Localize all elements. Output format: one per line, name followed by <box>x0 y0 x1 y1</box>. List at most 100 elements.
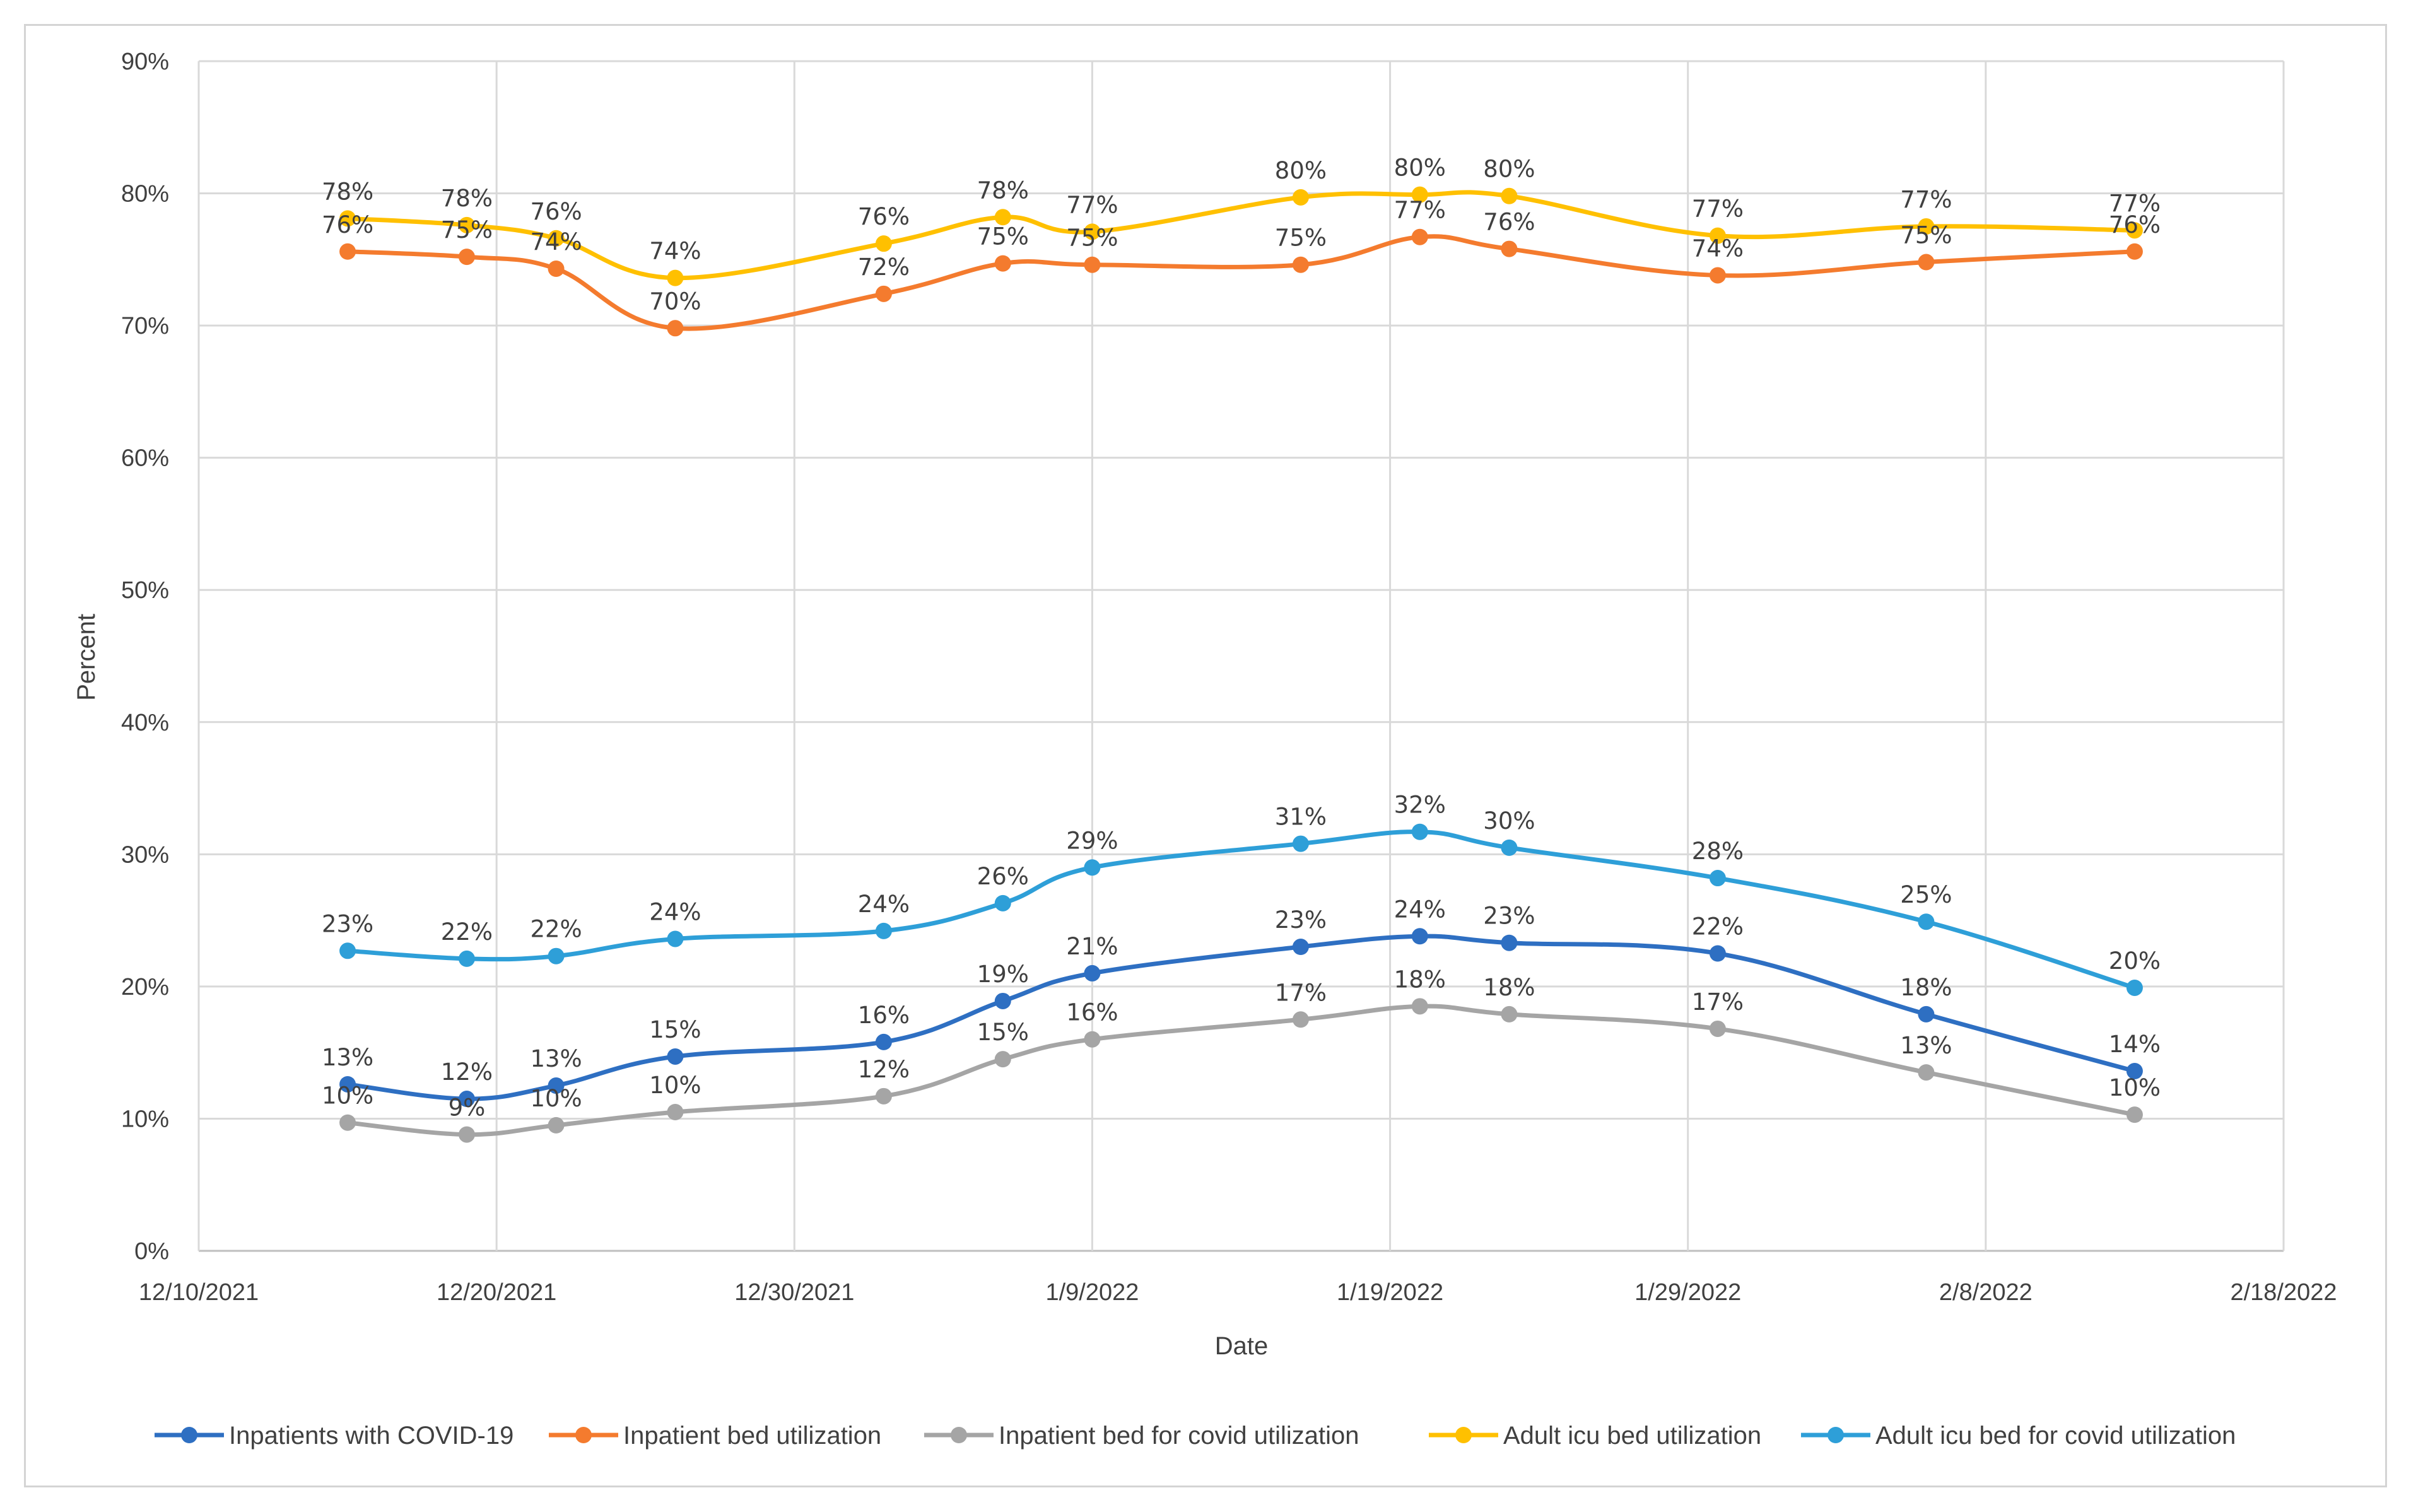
data-label: 74% <box>1692 235 1744 262</box>
y-tick-label: 50% <box>121 577 169 604</box>
data-point <box>1501 187 1518 204</box>
legend-swatch-marker <box>181 1427 197 1443</box>
data-point <box>1084 1031 1101 1048</box>
labels-inpatients-with-covid-19: 13% 12% 13% 15% 16% 19% 21% 23% 24% 23% 22% 18% 14% <box>322 896 2161 1086</box>
labels-adult-icu-bed-for-covid-utilization: 23% 22% 22% 24% 24% 26% 29% 31% 32% 30% 28% 25% 20% <box>322 792 2161 975</box>
data-label: 75% <box>1900 222 1952 249</box>
data-label: 21% <box>1066 933 1118 960</box>
data-point <box>339 243 356 260</box>
y-tick-label: 10% <box>121 1106 169 1132</box>
series-adult-icu-bed-utilization <box>339 186 2143 286</box>
data-label: 24% <box>649 898 701 925</box>
data-label: 32% <box>1394 792 1446 819</box>
x-tick-label: 2/8/2022 <box>1939 1279 2033 1306</box>
data-label: 31% <box>1275 804 1327 831</box>
series-line <box>345 1004 2137 1137</box>
data-point <box>1084 256 1101 273</box>
data-point <box>458 950 475 967</box>
data-point <box>667 1048 684 1065</box>
data-label: 75% <box>1275 225 1327 252</box>
data-labels: 13% 12% 13% 15% 16% 19% 21% 23% 24% 23% 22% 18% 14% 7… <box>322 155 2161 1122</box>
data-label: 74% <box>530 228 582 255</box>
data-label: 16% <box>858 1002 910 1029</box>
legend: Inpatients with COVID-19 Inpatient bed ut… <box>155 1422 2236 1450</box>
data-point <box>875 1087 892 1105</box>
y-tick-label: 0% <box>134 1238 169 1265</box>
data-point <box>875 922 892 939</box>
data-point <box>1709 267 1726 284</box>
data-point <box>1411 228 1428 245</box>
data-point <box>548 230 565 247</box>
data-label: 76% <box>1483 209 1535 236</box>
data-label: 76% <box>858 203 910 230</box>
data-point <box>548 1116 565 1134</box>
data-label: 14% <box>2109 1031 2161 1058</box>
series-line <box>345 190 2137 281</box>
data-label: 10% <box>530 1085 582 1112</box>
data-point <box>994 209 1011 226</box>
data-point <box>1501 1005 1518 1023</box>
data-point <box>1501 240 1518 257</box>
y-tick-label: 90% <box>121 49 169 75</box>
data-point <box>1411 928 1428 945</box>
legend-label: Adult icu bed for covid utilization <box>1875 1422 2236 1450</box>
data-label: 12% <box>441 1058 493 1086</box>
data-label: 13% <box>1900 1032 1952 1059</box>
data-label: 19% <box>977 961 1029 988</box>
data-label: 75% <box>441 216 493 243</box>
data-label: 77% <box>1066 191 1118 218</box>
data-label: 17% <box>1275 979 1327 1006</box>
legend-item: Adult icu bed utilization <box>1429 1422 1761 1450</box>
data-point <box>2126 222 2143 239</box>
y-axis-ticks: 0% 10% 20% 30% 40% 50% 60% 70% 80% 90% <box>121 49 169 1265</box>
data-label: 18% <box>1394 966 1446 993</box>
data-label: 76% <box>530 198 582 225</box>
data-label: 18% <box>1900 974 1952 1001</box>
data-point <box>667 269 684 286</box>
data-point <box>1292 835 1309 852</box>
data-label: 72% <box>858 254 910 281</box>
data-label: 10% <box>649 1072 701 1099</box>
series-adult-icu-bed-for-covid-utilization <box>339 823 2143 996</box>
data-point <box>994 992 1011 1009</box>
data-label: 77% <box>1394 197 1446 224</box>
data-label: 80% <box>1275 157 1327 184</box>
data-label: 78% <box>322 178 373 205</box>
data-point <box>458 1126 475 1143</box>
y-tick-label: 80% <box>121 181 169 208</box>
data-point <box>667 930 684 947</box>
data-point <box>1292 189 1309 206</box>
data-label: 12% <box>858 1056 910 1083</box>
x-tick-label: 2/18/2022 <box>2230 1279 2337 1306</box>
data-point <box>667 320 684 337</box>
series-inpatients-with-covid-19 <box>339 928 2143 1108</box>
legend-swatch-marker <box>575 1427 592 1443</box>
x-axis-title: Date <box>1215 1332 1269 1360</box>
data-point <box>1918 1064 1935 1081</box>
data-label: 18% <box>1483 974 1535 1001</box>
x-tick-label: 12/10/2021 <box>139 1279 259 1306</box>
data-point <box>548 947 565 964</box>
x-tick-label: 1/29/2022 <box>1634 1279 1741 1306</box>
data-label: 23% <box>1483 903 1535 930</box>
data-label: 25% <box>1900 881 1952 908</box>
series-line <box>345 829 2137 990</box>
data-label: 77% <box>1900 186 1952 213</box>
legend-swatch-marker <box>951 1427 967 1443</box>
data-point <box>548 1077 565 1094</box>
x-tick-label: 12/20/2021 <box>437 1279 556 1306</box>
y-tick-label: 30% <box>121 841 169 868</box>
data-point <box>875 285 892 302</box>
data-label: 10% <box>322 1082 373 1110</box>
data-point <box>2126 243 2143 260</box>
series-line <box>345 934 2137 1101</box>
data-point <box>1292 1011 1309 1028</box>
legend-item: Inpatient bed utilization <box>549 1422 881 1450</box>
data-point <box>1918 913 1935 930</box>
data-point <box>994 894 1011 911</box>
legend-label: Adult icu bed utilization <box>1503 1422 1761 1450</box>
data-label: 29% <box>1066 827 1118 854</box>
x-tick-label: 1/19/2022 <box>1337 1279 1443 1306</box>
data-point <box>1709 227 1726 244</box>
data-point <box>2126 979 2143 996</box>
